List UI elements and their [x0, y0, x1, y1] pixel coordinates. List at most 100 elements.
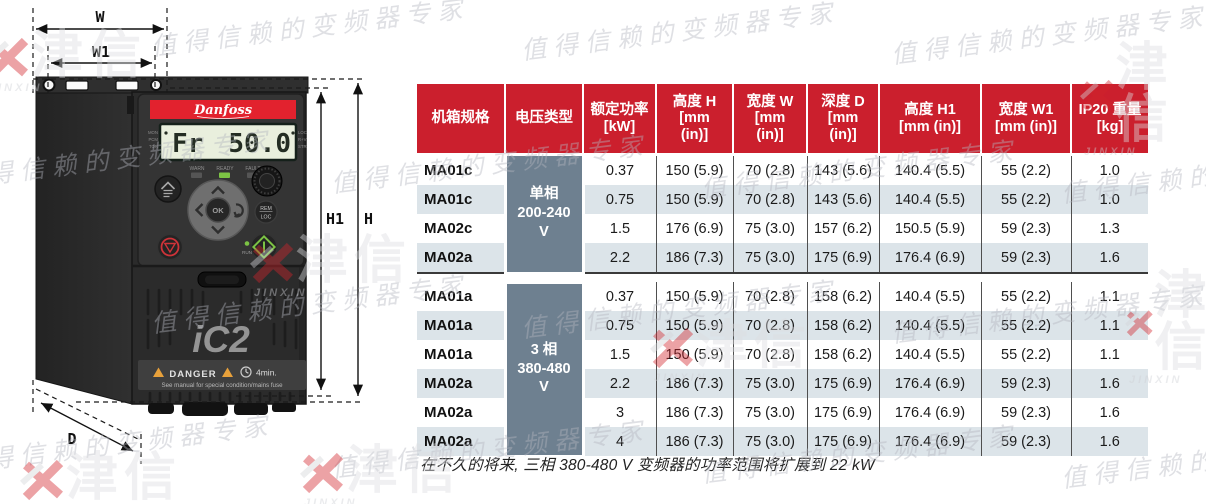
- spec-cell: 140.4 (5.5): [878, 340, 981, 369]
- mounting-slot: [65, 80, 89, 91]
- ready-led: [219, 172, 230, 178]
- watermark-slogan: 值得信赖的变频器专家: [519, 0, 841, 66]
- home-button: [154, 175, 182, 203]
- potentiometer-knob: [251, 165, 283, 197]
- enclosure-cell: MA02a: [417, 243, 505, 273]
- run-label: RUN: [242, 250, 252, 255]
- fault-led-label: FAULT: [245, 166, 260, 172]
- column-header-width-w: 宽度 W [mm (in)]: [733, 84, 808, 156]
- warn-led: [191, 172, 202, 178]
- model-logo: iC2: [192, 319, 250, 360]
- display-flag: TOR: [149, 144, 158, 149]
- spec-cell: 1.3: [1070, 214, 1148, 243]
- spec-cell: 176.4 (6.9): [878, 398, 981, 427]
- spec-cell: 1.1: [1070, 311, 1148, 340]
- spec-cell: 75 (3.0): [732, 398, 807, 427]
- spec-cell: 70 (2.8): [732, 185, 807, 214]
- dim-d-arrow: [40, 402, 134, 452]
- column-header-height-h1: 高度 H1 [mm (in)]: [879, 84, 982, 156]
- danger-label: DANGER 4min. See manual for special cond…: [138, 360, 306, 390]
- device-front-panel: Danfoss Fr 50.0 MON PCM TOR LOC R+V STR: [127, 91, 307, 416]
- spec-cell: 186 (7.3): [655, 398, 733, 427]
- spec-cell: 1.5: [582, 340, 656, 369]
- table-row: MA01a 3 相 380-480 V 0.37 150 (5.9) 70 (2…: [417, 280, 1148, 458]
- spec-cell: 140.4 (5.5): [878, 282, 981, 311]
- enclosure-cell: MA01a: [417, 282, 505, 311]
- spec-cell: 143 (5.6): [806, 154, 879, 185]
- spec-table-header: 机箱规格 电压类型 额定功率 [kW] 高度 H [mm (in)] 宽度 W …: [417, 84, 1148, 156]
- spec-cell: 1.6: [1070, 369, 1148, 398]
- spec-table-body: MA01c 单相 200-240 V 0.37 150 (5.9) 70 (2.…: [417, 153, 1148, 458]
- spec-cell: 59 (2.3): [980, 243, 1071, 273]
- spec-cell: 150 (5.9): [655, 340, 733, 369]
- table-row: MA01c 0.75 150 (5.9) 70 (2.8) 143 (5.6) …: [417, 185, 1148, 214]
- spec-cell: 175 (6.9): [806, 427, 879, 456]
- spec-cell: 175 (6.9): [806, 369, 879, 398]
- run-led: [244, 241, 250, 246]
- vent-slots: [146, 288, 298, 402]
- column-header-weight: IP20 重量 [kg]: [1071, 84, 1148, 156]
- stop-button: [156, 233, 184, 261]
- display-flag: LOC: [298, 130, 307, 135]
- spec-cell: 59 (2.3): [980, 427, 1071, 456]
- spec-cell: 186 (7.3): [655, 243, 733, 273]
- cable-glands: [148, 402, 296, 416]
- header-row: 机箱规格 电压类型 额定功率 [kW] 高度 H [mm (in)] 宽度 W …: [417, 84, 1148, 156]
- footnote: 在不久的将来, 三相 380-480 V 变频器的功率范围将扩展到 22 kW: [420, 457, 875, 474]
- down-arrow-icon: [211, 225, 225, 235]
- spec-table: 机箱规格 电压类型 额定功率 [kW] 高度 H [mm (in)] 宽度 W …: [417, 84, 1148, 458]
- spec-cell: 143 (5.6): [806, 185, 879, 214]
- spec-cell: 1.5: [582, 214, 656, 243]
- start-icon: [251, 234, 277, 260]
- column-header-voltage: 电压类型: [505, 84, 584, 156]
- spec-cell: 55 (2.2): [980, 340, 1071, 369]
- column-header-depth-d: 深度 D [mm (in)]: [807, 84, 880, 156]
- enclosure-cell: MA01a: [417, 340, 505, 369]
- rem-label: REM: [260, 206, 272, 212]
- spec-cell: 4: [582, 427, 656, 456]
- spec-cell: 175 (6.9): [806, 243, 879, 273]
- spec-cell: 59 (2.3): [980, 398, 1071, 427]
- spec-cell: 0.37: [582, 282, 656, 311]
- danfoss-logo: Danfoss: [193, 103, 253, 118]
- table-row: MA02a 4 186 (7.3) 75 (3.0) 175 (6.9) 176…: [417, 427, 1148, 456]
- spec-cell: 59 (2.3): [980, 369, 1071, 398]
- enclosure-cell: MA02a: [417, 398, 505, 427]
- table-row: MA02a 2.2 186 (7.3) 75 (3.0) 175 (6.9) 1…: [417, 243, 1148, 273]
- warn-led-label: WARN: [189, 166, 204, 172]
- display-flag: R+V: [298, 137, 307, 142]
- danfoss-logo-band: Danfoss: [150, 100, 296, 119]
- start-button: [250, 233, 278, 261]
- column-header-enclosure: 机箱规格: [417, 84, 506, 156]
- spec-cell: 186 (7.3): [655, 369, 733, 398]
- spec-cell: 70 (2.8): [732, 282, 807, 311]
- clock-icon: [240, 366, 252, 378]
- spec-cell: 140.4 (5.5): [878, 185, 981, 214]
- spec-cell: 70 (2.8): [732, 311, 807, 340]
- spec-cell: 0.75: [582, 311, 656, 340]
- device-side-panel: [35, 92, 133, 405]
- spec-cell: 2.2: [582, 369, 656, 398]
- spec-cell: 1.0: [1070, 154, 1148, 185]
- spec-cell: 176 (6.9): [655, 214, 733, 243]
- spec-cell: 157 (6.2): [806, 214, 879, 243]
- voltage-group-cell: 单相 200-240 V: [503, 153, 585, 275]
- spec-cell: 1.1: [1070, 282, 1148, 311]
- spec-cell: 140.4 (5.5): [878, 154, 981, 185]
- spec-cell: 175 (6.9): [806, 398, 879, 427]
- voltage-group-cell: 3 相 380-480 V: [503, 280, 585, 458]
- table-row: MA01a 0.75 150 (5.9) 70 (2.8) 158 (6.2) …: [417, 311, 1148, 340]
- ok-button: [205, 197, 231, 223]
- spec-cell: 75 (3.0): [732, 243, 807, 273]
- dim-w1-label: W1: [92, 43, 110, 61]
- column-header-width-w1: 宽度 W1 [mm (in)]: [981, 84, 1072, 156]
- group-divider: [417, 272, 1148, 282]
- table-row: MA02a 3 186 (7.3) 75 (3.0) 175 (6.9) 176…: [417, 398, 1148, 427]
- stop-icon: [160, 237, 180, 257]
- spec-cell: 75 (3.0): [732, 427, 807, 456]
- spec-cell: 0.75: [582, 185, 656, 214]
- watermark-brand-cn: 津信: [1154, 267, 1206, 377]
- enclosure-cell: MA01c: [417, 185, 505, 214]
- left-arrow-icon: [194, 203, 204, 217]
- rem-loc-button: REM LOC: [254, 200, 278, 224]
